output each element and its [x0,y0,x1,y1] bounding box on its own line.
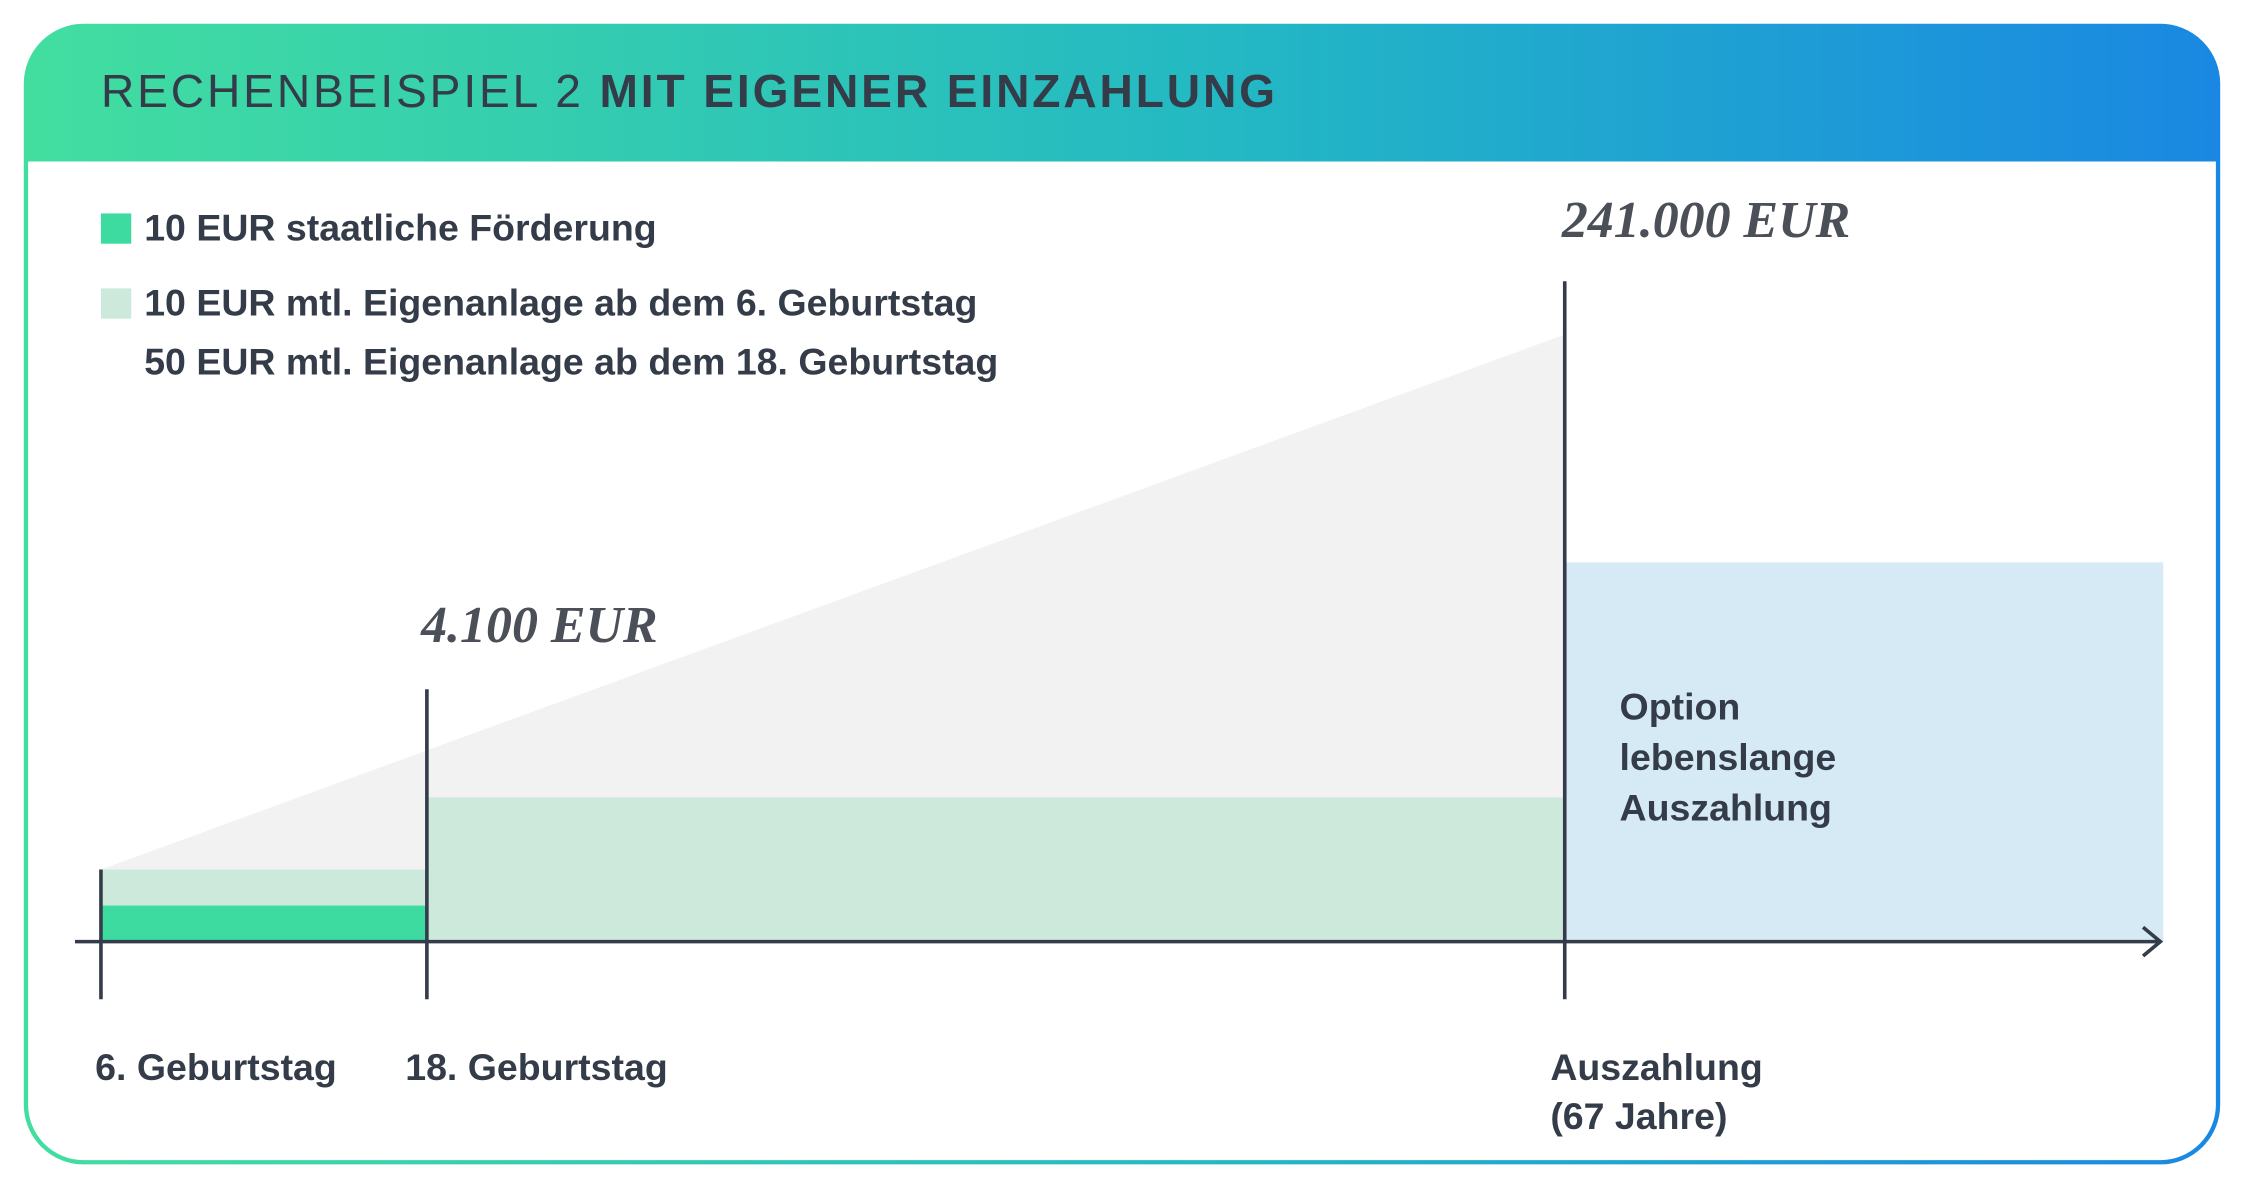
legend-swatch [100,213,132,244]
milestone-label: 18. Geburtstag [405,1046,667,1088]
title-bold: MIT EIGENER EINZAHLUNG [599,65,1278,117]
title-light: RECHENBEISPIEL 2 [101,65,584,117]
option-text: Auszahlung [1620,786,1832,828]
legend-swatch [100,288,132,319]
legend-text: 10 EUR staatliche Förderung [144,207,656,249]
amount-label: 4.100 EUR [420,597,658,654]
legend-text: 50 EUR mtl. Eigenanlage ab dem 18. Gebur… [144,341,998,383]
card-border [23,23,2221,1165]
header-title: RECHENBEISPIEL 2 MIT EIGENER EINZAHLUNG [101,65,1278,117]
header-band [25,25,2219,162]
amount-label: 241.000 EUR [1561,192,1850,249]
milestone-label: Auszahlung [1550,1046,1762,1088]
milestone-label: 6. Geburtstag [95,1046,337,1088]
option-text: lebenslange [1620,736,1837,778]
option-text: Option [1620,685,1741,727]
growth-area [100,334,1565,942]
payout-area [1564,562,2164,942]
own-contribution [426,797,1565,942]
milestone-label: (67 Jahre) [1550,1095,1727,1137]
legend-text: 10 EUR mtl. Eigenanlage ab dem 6. Geburt… [144,282,977,324]
axis-arrow [2141,925,2164,958]
state-subsidy [100,905,427,942]
